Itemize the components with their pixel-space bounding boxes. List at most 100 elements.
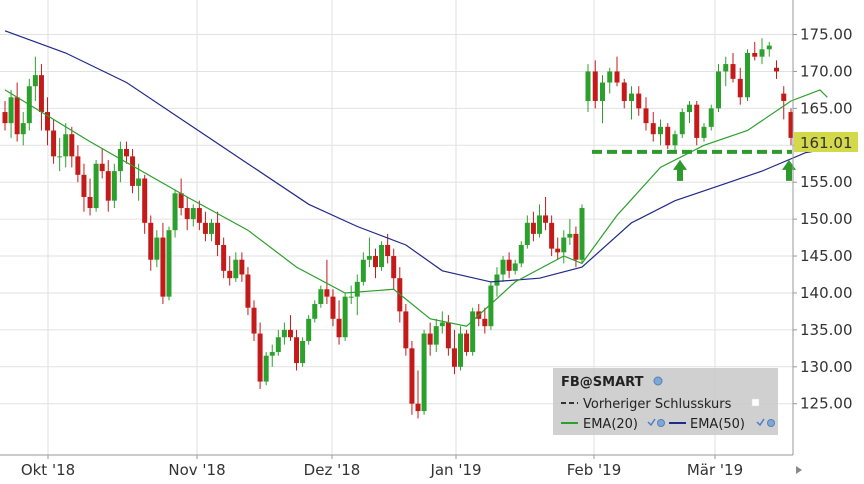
candle-body bbox=[8, 97, 14, 124]
legend-toggle-icon[interactable] bbox=[751, 398, 760, 407]
candle-body bbox=[629, 93, 634, 101]
candle-body bbox=[621, 82, 627, 101]
candle-body bbox=[263, 355, 269, 382]
candle-body bbox=[694, 104, 700, 138]
candle-body bbox=[470, 311, 476, 353]
legend: FB@SMART Vorheriger Schlusskurs EMA(20) … bbox=[553, 368, 778, 435]
x-tick-label: Okt '18 bbox=[21, 461, 75, 479]
candle-body bbox=[701, 126, 707, 138]
y-tick-label: 155.00 bbox=[800, 173, 853, 191]
y-tick-label: 125.00 bbox=[800, 395, 853, 413]
candle-body bbox=[555, 248, 561, 253]
candle-body bbox=[403, 311, 409, 349]
legend-settings-icon-ema50[interactable] bbox=[767, 419, 775, 427]
candle-body bbox=[45, 112, 51, 131]
candle-body bbox=[63, 134, 69, 157]
candle-body bbox=[458, 333, 464, 367]
candle-body bbox=[196, 208, 202, 223]
x-tick-label: Jan '19 bbox=[429, 461, 481, 479]
candles-layer bbox=[2, 38, 794, 419]
candle-body bbox=[136, 178, 142, 186]
candle-body bbox=[184, 208, 190, 220]
candle-body bbox=[679, 112, 685, 135]
candle-body bbox=[752, 52, 758, 57]
ema20-line bbox=[4, 89, 828, 327]
ema-layer bbox=[4, 30, 828, 327]
last-price-tag: 161.01 bbox=[794, 132, 858, 152]
candle-body bbox=[360, 259, 366, 282]
candle-body bbox=[57, 156, 63, 158]
candle-body bbox=[166, 230, 172, 297]
candle-body bbox=[160, 237, 166, 297]
y-tick-label: 150.00 bbox=[800, 210, 853, 228]
x-tick-label: Dez '18 bbox=[304, 461, 361, 479]
candle-body bbox=[75, 156, 81, 175]
candle-body bbox=[494, 274, 500, 286]
candle-body bbox=[294, 337, 300, 364]
legend-check-icon-ema50[interactable] bbox=[756, 418, 765, 427]
candle-body bbox=[366, 256, 372, 260]
candle-body bbox=[342, 296, 348, 338]
candle-body bbox=[536, 215, 542, 234]
y-tick-label: 170.00 bbox=[800, 62, 853, 80]
candle-body bbox=[737, 78, 743, 98]
last-price-label: 161.01 bbox=[800, 134, 853, 152]
candle-body bbox=[245, 274, 251, 308]
candle-body bbox=[518, 244, 524, 264]
candle-body bbox=[348, 296, 354, 298]
candle-body bbox=[530, 222, 536, 234]
candle-body bbox=[788, 112, 794, 138]
candle-body bbox=[81, 174, 87, 197]
candle-body bbox=[233, 259, 239, 279]
candle-body bbox=[592, 71, 598, 101]
candle-body bbox=[38, 75, 44, 113]
candle-body bbox=[99, 163, 105, 172]
candle-body bbox=[600, 82, 605, 101]
candle-body bbox=[209, 222, 215, 234]
candle-body bbox=[379, 244, 385, 268]
candle-body bbox=[409, 348, 415, 404]
candle-body bbox=[111, 171, 117, 201]
candle-body bbox=[781, 93, 787, 101]
y-tick-label: 130.00 bbox=[800, 358, 853, 376]
candle-body bbox=[202, 222, 208, 234]
candle-body bbox=[69, 134, 75, 157]
candle-body bbox=[239, 259, 245, 275]
candle-body bbox=[658, 126, 663, 135]
candle-body bbox=[488, 285, 494, 327]
candle-body bbox=[774, 67, 779, 72]
candle-body bbox=[117, 148, 123, 172]
candle-body bbox=[215, 222, 221, 245]
candle-body bbox=[123, 148, 129, 157]
candle-body bbox=[665, 126, 671, 146]
candle-body bbox=[87, 196, 93, 209]
candle-body bbox=[130, 156, 136, 186]
legend-settings-icon-ema20[interactable] bbox=[657, 419, 665, 427]
candle-body bbox=[614, 71, 620, 83]
legend-check-icon-ema20[interactable] bbox=[647, 418, 656, 427]
candle-body bbox=[543, 215, 549, 223]
legend-item-ema20: EMA(20) bbox=[583, 417, 638, 432]
candle-body bbox=[723, 64, 729, 72]
grid-layer bbox=[0, 0, 793, 455]
y-tick-label: 135.00 bbox=[800, 321, 853, 339]
candle-body bbox=[585, 71, 591, 101]
axis-layer: 125.00 130.00 135.00 140.00 145.00 150.00 155.… bbox=[0, 0, 853, 479]
candle-body bbox=[269, 352, 275, 356]
candle-body bbox=[415, 403, 421, 412]
y-tick-label: 145.00 bbox=[800, 247, 853, 265]
candle-body bbox=[451, 348, 457, 367]
candle-body bbox=[190, 208, 196, 220]
candle-body bbox=[500, 259, 506, 275]
legend-item-previous-close: Vorheriger Schlusskurs bbox=[583, 397, 732, 412]
candle-body bbox=[20, 123, 26, 135]
candle-body bbox=[93, 163, 99, 209]
y-tick-label: 175.00 bbox=[800, 26, 853, 44]
candle-body bbox=[687, 104, 692, 113]
candle-body bbox=[759, 49, 765, 57]
legend-title-icon[interactable] bbox=[653, 376, 663, 386]
candle-body bbox=[354, 281, 360, 297]
candle-body bbox=[148, 222, 154, 260]
